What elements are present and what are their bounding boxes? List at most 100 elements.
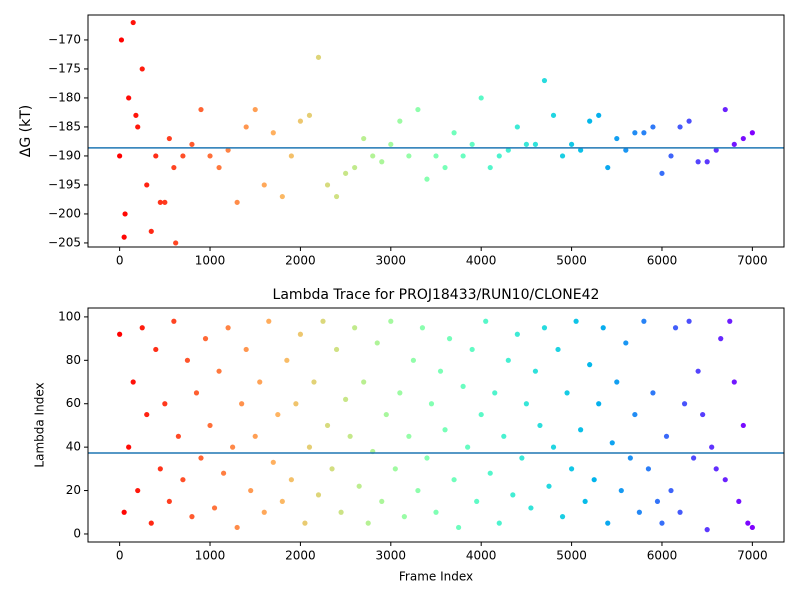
data-point: [496, 520, 502, 526]
data-point: [343, 170, 349, 176]
data-point: [193, 390, 200, 396]
data-point: [352, 164, 358, 171]
x-tick-label: 5000: [556, 254, 587, 268]
x-tick-label: 1000: [195, 254, 226, 268]
data-point: [117, 153, 123, 159]
data-point: [654, 498, 661, 505]
data-point: [596, 112, 602, 118]
data-point: [121, 234, 127, 240]
data-point: [713, 147, 719, 153]
data-point: [356, 483, 362, 489]
data-point: [740, 135, 746, 142]
data-point: [333, 346, 340, 353]
data-point: [117, 331, 123, 337]
data-point: [306, 112, 313, 118]
data-point: [559, 153, 566, 159]
data-point: [302, 520, 308, 526]
data-point: [198, 455, 204, 461]
data-point: [279, 193, 285, 200]
data-point: [333, 193, 340, 200]
data-point: [121, 509, 127, 515]
data-point: [320, 318, 326, 324]
data-point: [257, 379, 263, 385]
y-axis-label: Lambda Index: [33, 382, 47, 467]
x-tick-label: 7000: [737, 254, 768, 268]
data-point: [641, 130, 647, 136]
data-point: [198, 106, 204, 113]
data-point: [288, 477, 294, 483]
data-point: [455, 524, 462, 531]
data-point: [144, 411, 150, 418]
data-point: [528, 505, 534, 511]
data-point: [153, 153, 159, 159]
data-point: [519, 455, 525, 461]
x-tick-label: 5000: [556, 549, 587, 563]
data-point: [171, 164, 177, 171]
data-point: [641, 318, 647, 324]
data-point: [433, 509, 439, 515]
data-point: [514, 124, 520, 130]
data-point: [162, 401, 168, 407]
data-point: [618, 487, 624, 494]
data-point: [379, 498, 385, 505]
data-point: [175, 433, 181, 439]
data-point: [329, 466, 335, 472]
x-tick-label: 3000: [376, 549, 407, 563]
data-point: [623, 147, 629, 153]
data-point: [749, 130, 755, 136]
data-point: [478, 411, 484, 418]
data-point: [126, 444, 132, 450]
data-point: [691, 455, 697, 461]
data-point: [469, 141, 475, 147]
y-tick-label: −200: [48, 206, 81, 220]
data-point: [184, 357, 191, 363]
data-point: [442, 164, 448, 171]
data-point: [623, 340, 629, 346]
data-point: [126, 95, 132, 101]
data-point: [130, 379, 136, 385]
data-point: [171, 318, 177, 324]
y-tick-label: 60: [66, 396, 81, 410]
data-point: [442, 427, 448, 433]
data-point: [379, 159, 385, 165]
data-point: [148, 520, 154, 526]
data-point: [587, 118, 593, 124]
data-point: [424, 176, 430, 182]
data-point: [695, 368, 701, 374]
data-point: [550, 112, 557, 118]
data-point: [437, 368, 444, 374]
x-tick-label: 2000: [285, 254, 316, 268]
x-tick-label: 3000: [376, 254, 407, 268]
data-point: [704, 527, 710, 533]
data-point: [180, 153, 186, 159]
data-point: [347, 433, 353, 439]
y-tick-label: −175: [48, 61, 81, 75]
y-tick-label: −185: [48, 119, 81, 133]
data-point: [650, 390, 656, 396]
x-tick-label: 4000: [466, 549, 497, 563]
data-point: [311, 379, 317, 385]
data-point: [388, 318, 394, 324]
data-point: [605, 520, 611, 526]
data-point: [297, 331, 304, 337]
data-point: [532, 368, 539, 374]
data-point: [523, 401, 529, 407]
data-point: [406, 433, 412, 439]
data-point: [261, 509, 267, 515]
data-point: [578, 147, 584, 153]
data-point: [632, 130, 638, 136]
data-point: [162, 199, 168, 205]
data-point: [415, 106, 421, 113]
data-point: [496, 153, 502, 159]
data-point: [578, 427, 584, 433]
x-tick-label: 0: [116, 549, 124, 563]
data-point: [374, 340, 380, 346]
data-point: [133, 112, 139, 118]
data-point: [614, 379, 620, 385]
chart-title: Lambda Trace for PROJ18433/RUN10/CLONE42: [273, 287, 600, 303]
data-point: [153, 346, 159, 353]
data-point: [659, 520, 665, 526]
y-tick-label: 80: [66, 353, 81, 367]
data-point: [288, 153, 294, 159]
